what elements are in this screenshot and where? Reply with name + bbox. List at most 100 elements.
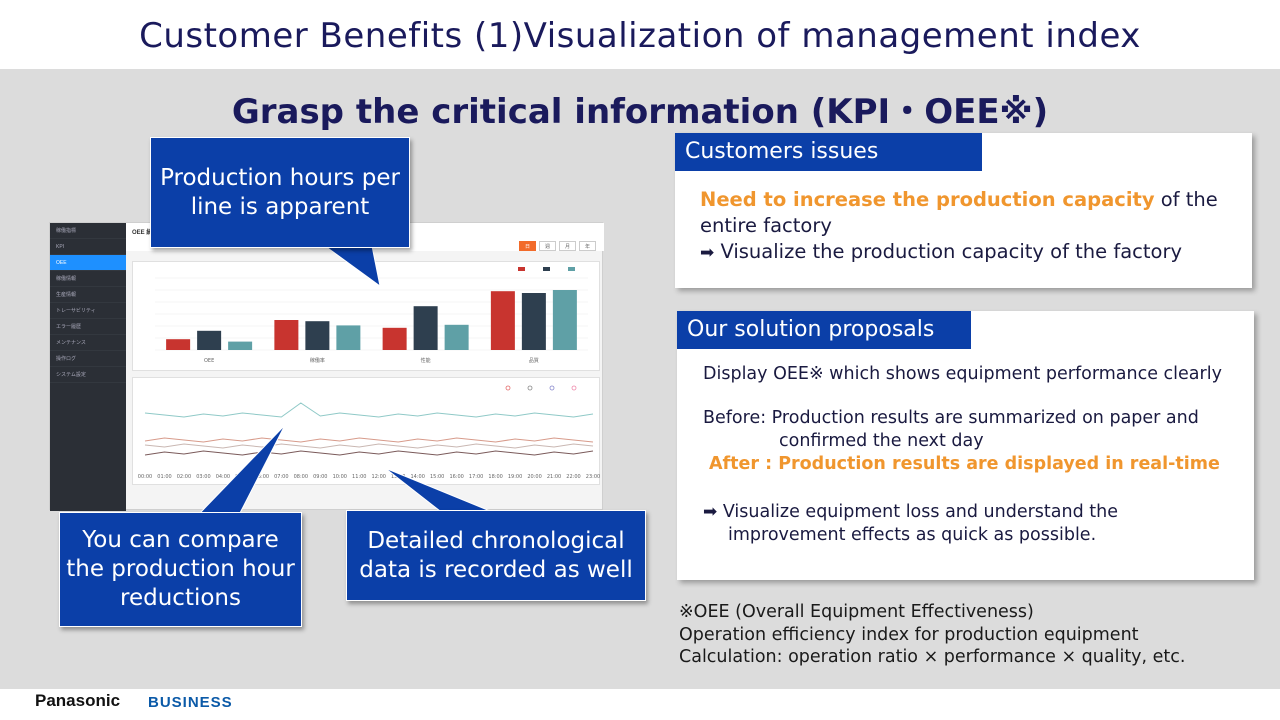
x-tick-label: 01:00: [157, 474, 171, 480]
sidebar-item: 生産情報: [50, 287, 126, 303]
issue-highlight: Need to increase the production capacity: [700, 188, 1155, 211]
business-label: BUSINESS: [148, 694, 233, 711]
callout-chronological: Detailed chronological data is recorded …: [346, 510, 646, 601]
x-tick-label: 07:00: [274, 474, 288, 480]
arrow-right-icon: ➡: [700, 243, 715, 263]
customers-issues-text: Need to increase the production capacity…: [700, 187, 1240, 266]
period-buttons: 日 週 月 年: [519, 241, 596, 251]
x-tick-label: 12:00: [372, 474, 386, 480]
x-tick-label: 11:00: [352, 474, 366, 480]
solution-box: Our solution proposals Display OEE※ whic…: [677, 311, 1254, 580]
x-tick-label: 17:00: [469, 474, 483, 480]
panasonic-logo: Panasonic: [35, 691, 121, 710]
x-tick-label: 04:00: [216, 474, 230, 480]
sidebar-item-active: OEE: [50, 255, 126, 271]
header: Customer Benefits (1)Visualization of ma…: [0, 0, 1280, 69]
bar: [305, 321, 330, 350]
solution-text: Display OEE※ which shows equipment perfo…: [703, 363, 1251, 547]
issue-line2: Visualize the production capacity of the…: [714, 240, 1183, 263]
bar: [274, 320, 299, 350]
bar: [197, 330, 222, 350]
oee-note: ※OEE (Overall Equipment Effectiveness) O…: [679, 601, 1259, 669]
bar: [166, 339, 191, 350]
callout-compare: You can compare the production hour redu…: [59, 512, 302, 627]
issue-rest: of the entire factory: [700, 188, 1218, 237]
sidebar-item: トレーサビリティ: [50, 303, 126, 319]
x-tick-label: 性能: [421, 357, 431, 364]
series-line: [144, 402, 594, 418]
customers-issues-label: Customers issues: [675, 133, 982, 171]
period-button-year: 年: [579, 241, 596, 251]
x-tick-label: 09:00: [313, 474, 327, 480]
x-tick-label: 20:00: [527, 474, 541, 480]
sidebar-item: 稼働指標: [50, 223, 126, 239]
x-tick-label: 18:00: [488, 474, 502, 480]
note-line3: Calculation: operation ratio × performan…: [679, 647, 1186, 667]
dashboard-sidebar: 稼働指標 KPI OEE 稼働情報 生産情報 トレーサビリティ エラー履歴 メン…: [50, 223, 126, 511]
solution-before1: Before: Production results are summarize…: [703, 408, 1199, 428]
sidebar-item: メンテナンス: [50, 335, 126, 351]
bar-chart-panel: OEE 稼働率 性能 品質: [132, 261, 600, 371]
customers-issues-box: Customers issues Need to increase the pr…: [675, 133, 1252, 288]
footer: [0, 689, 1280, 720]
bar: [552, 290, 577, 350]
legend-swatch: [568, 267, 575, 271]
sidebar-item: 操作ログ: [50, 351, 126, 367]
x-tick-label: 稼働率: [310, 357, 325, 364]
bar: [413, 306, 438, 350]
x-tick-label: 08:00: [294, 474, 308, 480]
legend-marker: [527, 385, 533, 391]
legend-marker: [571, 385, 577, 391]
bar: [490, 291, 515, 350]
solution-after: After : Production results are displayed…: [709, 454, 1220, 474]
legend-swatch: [543, 267, 550, 271]
callout-production-hours: Production hours per line is apparent: [150, 137, 410, 248]
page-title: Customer Benefits (1)Visualization of ma…: [139, 16, 1141, 56]
x-tick-label: 13:00: [391, 474, 405, 480]
x-tick-label: 品質: [529, 357, 539, 364]
legend-swatch: [518, 267, 525, 271]
x-tick-label: 23:00: [586, 474, 600, 480]
x-tick-label: 15:00: [430, 474, 444, 480]
period-button-week: 週: [539, 241, 556, 251]
legend-marker: [549, 385, 555, 391]
bar: [521, 293, 546, 350]
x-tick-label: OEE: [204, 358, 214, 364]
arrow-right-icon: ➡: [703, 502, 718, 522]
x-tick-label: 21:00: [547, 474, 561, 480]
solution-line1: Display OEE※ which shows equipment perfo…: [703, 364, 1222, 384]
series-line: [144, 450, 594, 456]
bar: [444, 324, 469, 350]
x-tick-label: 10:00: [333, 474, 347, 480]
bar: [228, 341, 253, 350]
x-tick-label: 00:00: [138, 474, 152, 480]
series-line: [144, 437, 594, 443]
x-tick-label: 02:00: [177, 474, 191, 480]
bar: [382, 327, 407, 350]
period-button-day: 日: [519, 241, 536, 251]
sidebar-item: システム設定: [50, 367, 126, 383]
note-line2: Operation efficiency index for productio…: [679, 624, 1139, 645]
legend-marker: [505, 385, 511, 391]
solution-result2: improvement effects as quick as possible…: [728, 525, 1097, 545]
dashboard-title: OEE 統計: [132, 230, 159, 236]
sidebar-item: エラー履歴: [50, 319, 126, 335]
x-tick-label: 03:00: [196, 474, 210, 480]
solution-label: Our solution proposals: [677, 311, 971, 349]
slide-subtitle: Grasp the critical information (KPI・OEE※…: [231, 92, 1049, 132]
series-line: [144, 443, 594, 449]
note-line1: ※OEE (Overall Equipment Effectiveness): [679, 602, 1034, 622]
x-tick-label: 06:00: [255, 474, 269, 480]
line-chart-panel: 00:00 01:00 02:00 03:00 04:00 05:00 06:00 07:00…: [132, 377, 600, 485]
bar-chart: OEE 稼働率 性能 品質: [155, 267, 588, 364]
period-button-month: 月: [559, 241, 576, 251]
dashboard-screenshot: 稼働指標 KPI OEE 稼働情報 生産情報 トレーサビリティ エラー履歴 メン…: [49, 222, 604, 511]
sidebar-item: KPI: [50, 239, 126, 255]
x-tick-label: 14:00: [410, 474, 424, 480]
x-tick-label: 22:00: [566, 474, 580, 480]
line-chart: 00:00 01:00 02:00 03:00 04:00 05:00 06:00 07:00…: [138, 385, 600, 480]
solution-result1: Visualize equipment loss and understand …: [717, 502, 1118, 522]
x-tick-label: 19:00: [508, 474, 522, 480]
sidebar-item: 稼働情報: [50, 271, 126, 287]
x-tick-label: 16:00: [449, 474, 463, 480]
